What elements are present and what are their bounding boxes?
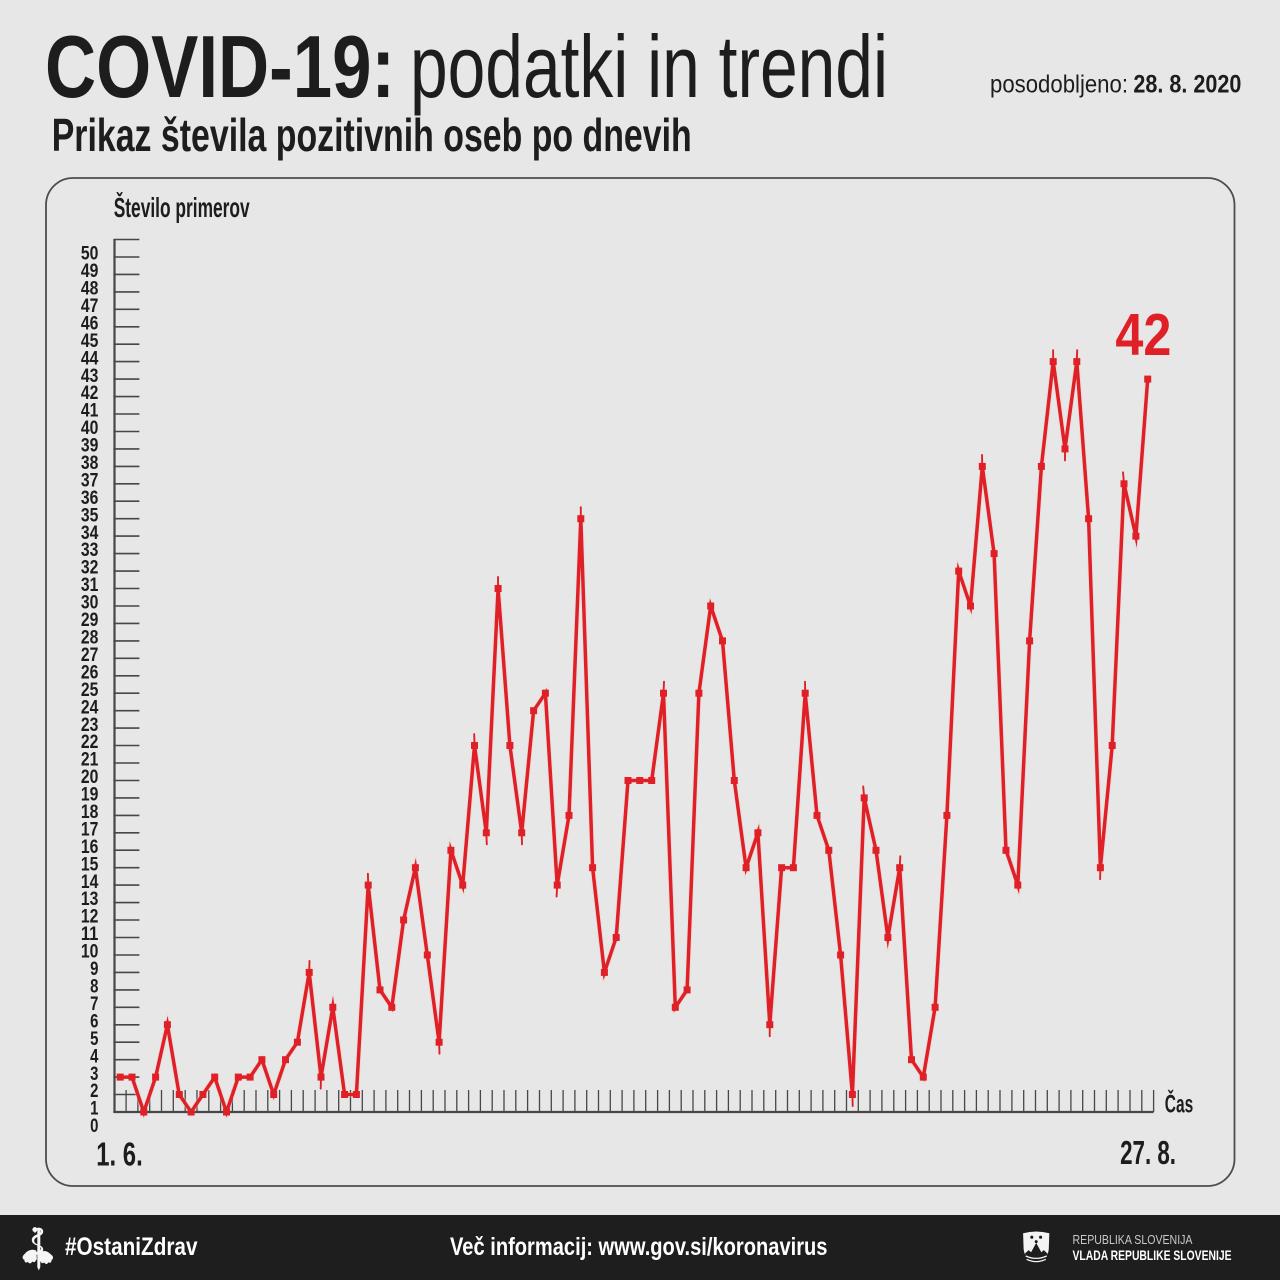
svg-text:34: 34 [81,522,99,544]
svg-text:8: 8 [90,976,98,998]
svg-text:30: 30 [81,592,99,614]
svg-text:35: 35 [81,504,99,526]
svg-text:42: 42 [81,382,99,404]
svg-text:6: 6 [90,1010,98,1032]
svg-text:47: 47 [81,295,99,317]
svg-text:41: 41 [81,400,99,422]
svg-text:4: 4 [90,1045,98,1067]
svg-text:40: 40 [81,417,99,439]
svg-text:48: 48 [81,278,99,300]
svg-text:12: 12 [81,906,99,928]
svg-text:19: 19 [81,784,99,806]
svg-text:posodobljeno:: posodobljeno: [990,71,1128,99]
svg-text:43: 43 [81,365,99,387]
svg-text:5: 5 [90,1028,98,1050]
svg-text:29: 29 [81,609,99,631]
svg-text:18: 18 [81,801,99,823]
svg-text:44: 44 [81,347,99,369]
svg-text:26: 26 [81,661,99,683]
svg-text:Čas: Čas [1165,1088,1193,1118]
svg-text:21: 21 [81,749,99,771]
svg-text:37: 37 [81,470,99,492]
svg-text:25: 25 [81,679,99,701]
svg-text:27: 27 [81,644,99,666]
svg-text:45: 45 [81,330,99,352]
svg-text:36: 36 [81,487,99,509]
svg-text:Število primerov: Število primerov [114,191,250,223]
svg-text:Prikaz števila pozitivnih oseb: Prikaz števila pozitivnih oseb po dnevih [52,109,692,161]
svg-text:39: 39 [81,435,99,457]
svg-text:32: 32 [81,557,99,579]
svg-text:33: 33 [81,539,99,561]
svg-text:28. 8. 2020: 28. 8. 2020 [1133,71,1241,99]
svg-text:23: 23 [81,714,99,736]
svg-text:50: 50 [81,243,99,265]
svg-text:1. 6.: 1. 6. [96,1135,142,1172]
svg-text:13: 13 [81,888,99,910]
svg-text:28: 28 [81,627,99,649]
svg-text:VLADA REPUBLIKE SLOVENIJE: VLADA REPUBLIKE SLOVENIJE [1073,1247,1232,1263]
svg-text:15: 15 [81,853,99,875]
svg-text:27. 8.: 27. 8. [1120,1134,1176,1171]
svg-text:16: 16 [81,836,99,858]
svg-text:10: 10 [81,941,99,963]
svg-text:COVID-19:: COVID-19: [45,17,395,116]
svg-text:podatki in trendi: podatki in trendi [410,17,888,116]
svg-text:49: 49 [81,260,99,282]
svg-text:31: 31 [81,574,99,596]
svg-text:11: 11 [81,923,99,945]
svg-text:0: 0 [90,1115,98,1137]
svg-text:Več informacij: www.gov.si/kor: Več informacij: www.gov.si/koronavirus [450,1233,828,1261]
svg-text:46: 46 [81,312,99,334]
svg-text:7: 7 [90,993,98,1015]
svg-text:9: 9 [90,958,98,980]
svg-text:14: 14 [81,871,99,893]
svg-text:38: 38 [81,452,99,474]
svg-text:3: 3 [90,1063,98,1085]
svg-text:22: 22 [81,731,99,753]
svg-text:#OstaniZdrav: #OstaniZdrav [65,1233,198,1261]
svg-text:17: 17 [81,819,99,841]
svg-text:24: 24 [81,696,99,718]
svg-text:42: 42 [1115,302,1171,368]
svg-text:20: 20 [81,766,99,788]
svg-text:2: 2 [90,1080,98,1102]
svg-text:1: 1 [90,1098,98,1120]
svg-text:REPUBLIKA SLOVENIJA: REPUBLIKA SLOVENIJA [1073,1232,1193,1247]
